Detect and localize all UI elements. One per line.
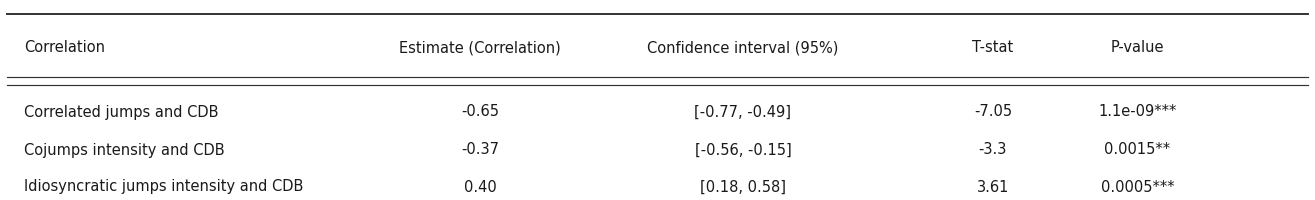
- Text: -0.37: -0.37: [462, 142, 498, 158]
- Text: -3.3: -3.3: [978, 142, 1007, 158]
- Text: Cojumps intensity and CDB: Cojumps intensity and CDB: [24, 142, 225, 158]
- Text: -0.65: -0.65: [462, 104, 498, 119]
- Text: 3.61: 3.61: [977, 180, 1009, 194]
- Text: 0.0005***: 0.0005***: [1101, 180, 1174, 194]
- Text: -7.05: -7.05: [974, 104, 1011, 119]
- Text: Estimate (Correlation): Estimate (Correlation): [398, 40, 562, 55]
- Text: P-value: P-value: [1111, 40, 1164, 55]
- Text: 1.1e-09***: 1.1e-09***: [1098, 104, 1177, 119]
- Text: [-0.56, -0.15]: [-0.56, -0.15]: [694, 142, 792, 158]
- Text: 0.0015**: 0.0015**: [1105, 142, 1170, 158]
- Text: [0.18, 0.58]: [0.18, 0.58]: [700, 180, 786, 194]
- Text: Idiosyncratic jumps intensity and CDB: Idiosyncratic jumps intensity and CDB: [24, 180, 302, 194]
- Text: Correlated jumps and CDB: Correlated jumps and CDB: [24, 104, 218, 119]
- Text: 0.40: 0.40: [464, 180, 496, 194]
- Text: T-stat: T-stat: [972, 40, 1014, 55]
- Text: [-0.77, -0.49]: [-0.77, -0.49]: [694, 104, 792, 119]
- Text: Correlation: Correlation: [24, 40, 105, 55]
- Text: Confidence interval (95%): Confidence interval (95%): [647, 40, 839, 55]
